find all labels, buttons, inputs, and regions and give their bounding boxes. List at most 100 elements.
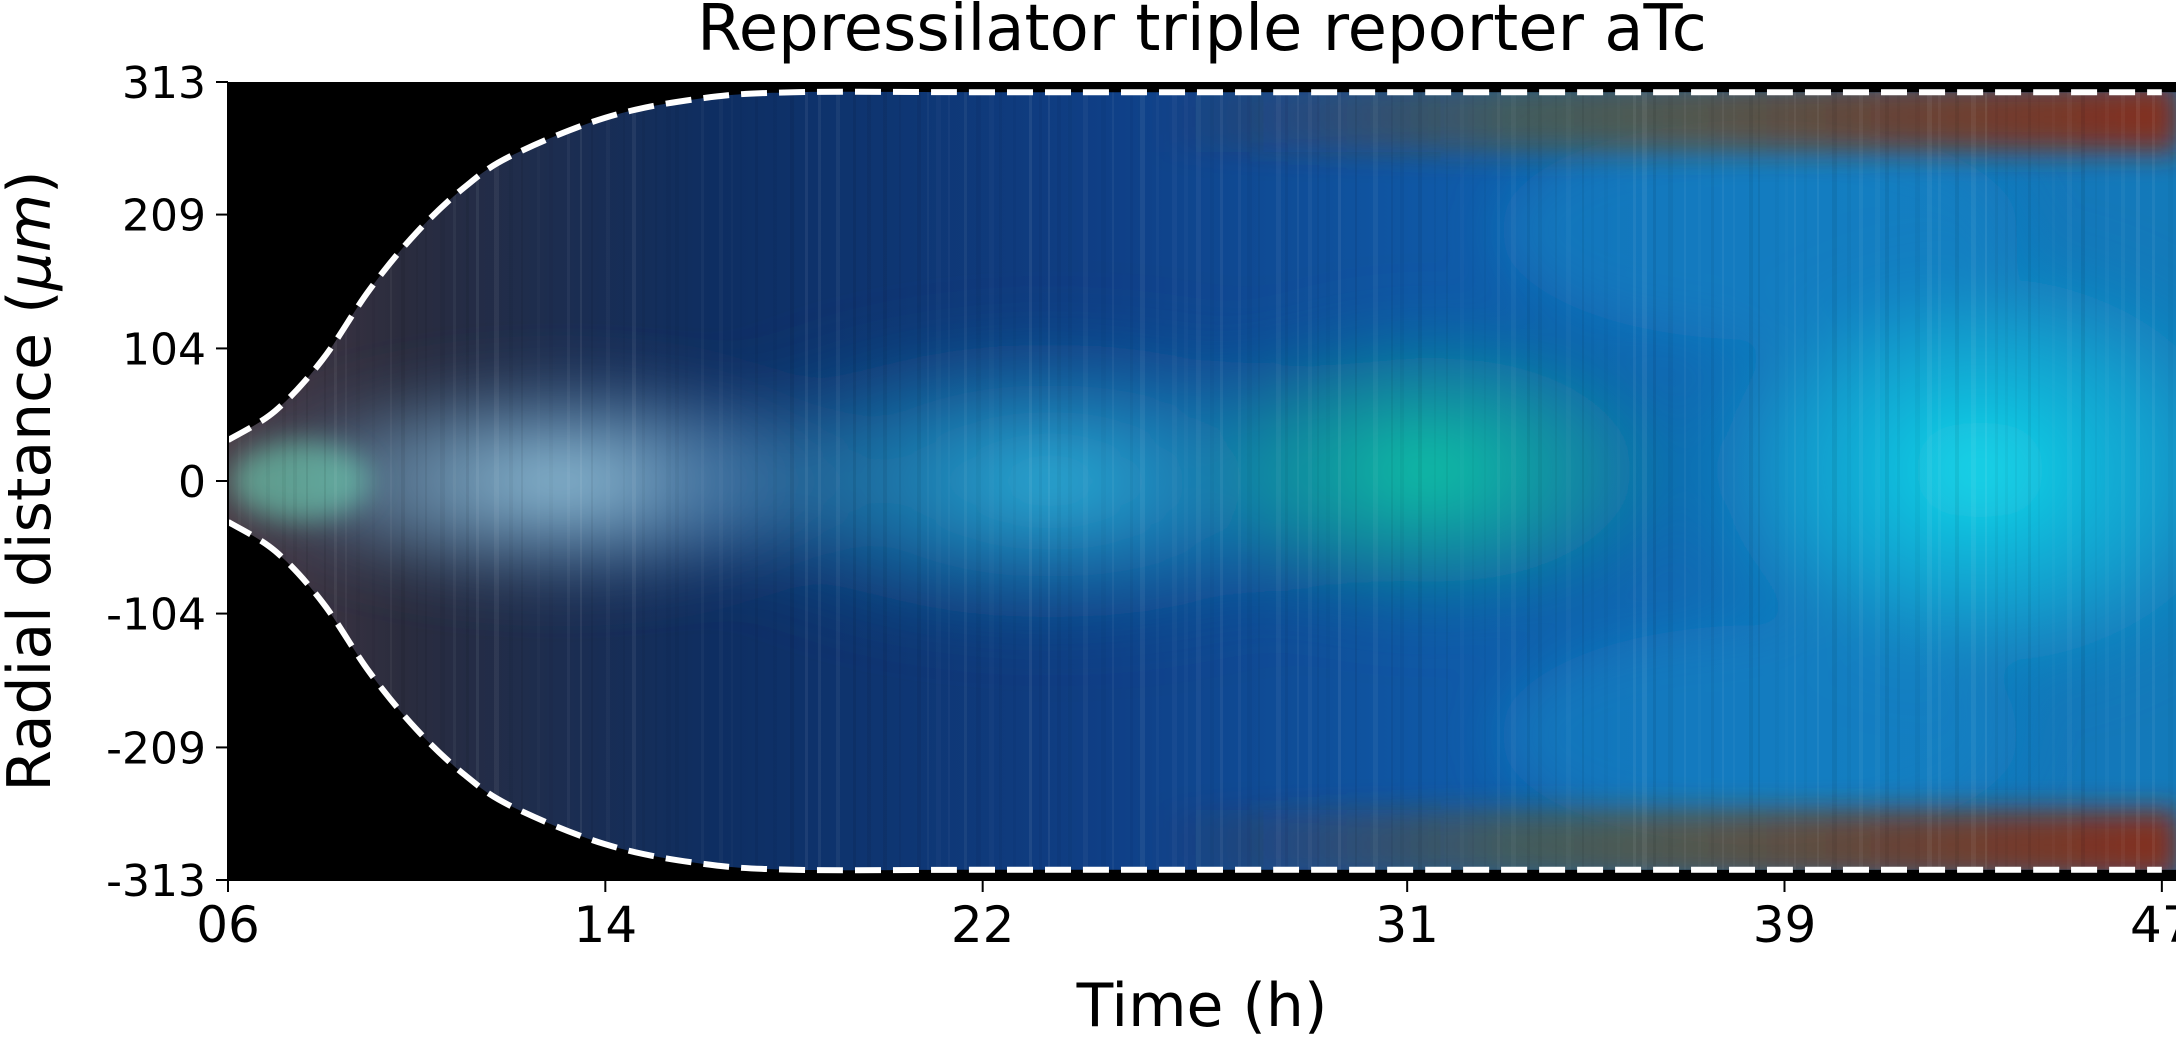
time-streak [1308, 91, 1312, 871]
time-streak [1538, 91, 1542, 871]
time-streak [1733, 82, 1735, 880]
time-streak [440, 91, 445, 871]
time-streak [1317, 91, 1319, 871]
time-streak [494, 91, 499, 871]
time-streak [293, 91, 297, 871]
y-axis-label-suffix: ) [0, 170, 65, 193]
time-streak [623, 82, 625, 880]
time-streak [580, 91, 582, 871]
time-streak [1029, 91, 1032, 871]
time-streak [1013, 82, 1016, 880]
time-streak [1276, 91, 1281, 871]
time-streak [1101, 82, 1106, 880]
time-streak [390, 91, 392, 871]
time-streak [642, 82, 645, 880]
time-streak [1434, 82, 1436, 880]
time-streak [989, 82, 994, 880]
time-streak [1604, 82, 1608, 880]
time-streak [948, 82, 950, 880]
time-streak [666, 82, 671, 880]
time-streak [1355, 91, 1357, 871]
time-streak [1804, 82, 1807, 880]
time-streak [1338, 91, 1341, 871]
time-streak [701, 82, 704, 880]
time-streak [1446, 91, 1448, 871]
time-streak [818, 91, 821, 871]
x-tick-label: 31 [1375, 896, 1439, 954]
time-streak [1555, 91, 1557, 871]
colony-heatmap [228, 82, 2176, 880]
time-streak [1847, 82, 1851, 880]
time-streak [2081, 91, 2085, 871]
time-streak [1418, 91, 1422, 871]
time-streak [1794, 91, 1796, 871]
time-streak [2152, 91, 2155, 871]
chart-title: Repressilator triple reporter aTc [697, 0, 1707, 66]
time-streak [1642, 91, 1647, 871]
time-streak [521, 91, 523, 871]
time-streak [591, 91, 593, 871]
time-streak [1817, 91, 1819, 871]
time-streak [425, 91, 427, 871]
time-streak [632, 91, 636, 871]
time-streak [1057, 82, 1061, 880]
time-streak [1039, 91, 1042, 871]
time-streak [1247, 82, 1252, 880]
time-streak [2105, 82, 2109, 880]
time-streak [306, 91, 308, 871]
time-streak [1897, 82, 1900, 880]
time-streak [509, 82, 513, 880]
time-streak [345, 91, 347, 871]
time-streak [1220, 91, 1223, 871]
time-streak [1775, 82, 1779, 880]
time-streak [549, 82, 553, 880]
time-streak [1995, 82, 1998, 880]
y-ticks: 313 209 104 0 -104 -209 -313 [106, 58, 228, 907]
time-streak [1297, 91, 1299, 871]
time-streak [1591, 82, 1594, 880]
y-tick-label: 104 [122, 324, 206, 375]
time-streak [1156, 82, 1159, 880]
y-axis-label-unit: μm [0, 194, 65, 292]
x-tick-label: 39 [1753, 896, 1817, 954]
time-streak [1711, 91, 1714, 871]
x-tick-label: 14 [574, 896, 638, 954]
time-streak [1112, 91, 1114, 871]
time-streak [899, 91, 901, 871]
time-streak [1083, 82, 1088, 880]
time-streak [805, 91, 808, 871]
time-streak [1722, 91, 1724, 871]
time-streak [1048, 91, 1050, 871]
time-streak [867, 91, 871, 871]
time-streak [1653, 91, 1656, 871]
y-tick-label: 313 [122, 58, 206, 109]
time-streak [401, 91, 405, 871]
time-streak [731, 82, 733, 880]
time-streak [1617, 82, 1620, 880]
time-streak [1971, 91, 1976, 871]
time-streak [2052, 82, 2055, 880]
time-streak [1238, 91, 1241, 871]
time-streak [790, 91, 794, 871]
x-tick-label: 06 [196, 896, 260, 954]
time-streak [976, 82, 981, 880]
time-streak [2005, 82, 2008, 880]
time-streak [2028, 91, 2031, 871]
x-tick-label: 47 [2130, 896, 2176, 954]
time-streak [685, 82, 688, 880]
time-streak [1130, 82, 1133, 880]
x-ticks: 06 14 22 31 39 47 [196, 880, 2176, 954]
time-streak [1859, 91, 1863, 871]
time-streak [1698, 82, 1701, 880]
y-tick-label: -209 [106, 723, 206, 774]
time-streak [2136, 91, 2140, 871]
colony-edge-upper [228, 88, 2162, 443]
time-streak [927, 82, 929, 880]
time-streak [476, 91, 479, 871]
time-streak [740, 82, 742, 880]
time-streak [1566, 82, 1571, 880]
time-streak [655, 82, 657, 880]
time-streak [1633, 91, 1636, 871]
y-axis-label: Radial distance (μm) [0, 170, 65, 791]
